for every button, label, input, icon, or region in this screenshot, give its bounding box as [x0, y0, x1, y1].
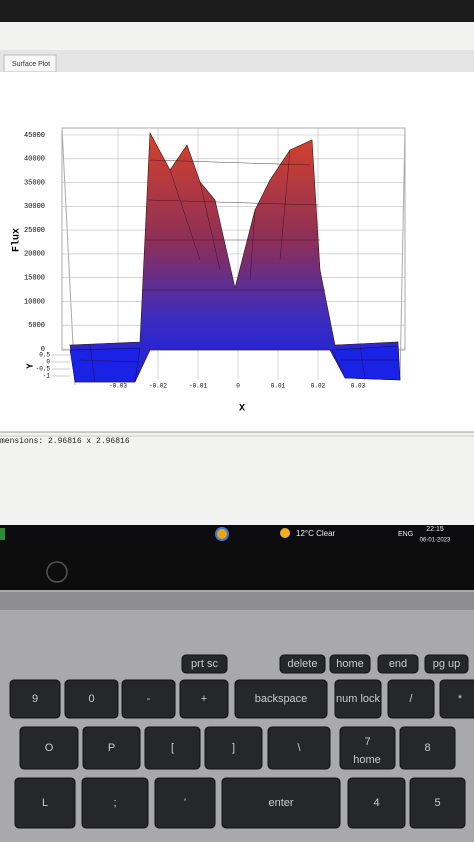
clock-date[interactable]: 06-01-2023 — [420, 538, 451, 544]
key[interactable] — [221, 777, 341, 829]
x-tick-label: 0 — [236, 383, 240, 390]
taskbar — [0, 525, 474, 545]
y-tick-label: 5000 — [28, 322, 45, 330]
key[interactable] — [204, 726, 263, 770]
key[interactable] — [267, 726, 331, 770]
key-label[interactable]: ; — [113, 797, 116, 809]
key-label[interactable]: backspace — [255, 693, 308, 705]
y-tick-label: 10000 — [24, 298, 45, 306]
x-tick-label: -0.02 — [149, 383, 167, 390]
z-tick-label: 0.5 — [39, 352, 50, 359]
surface-flat — [69, 345, 401, 383]
key[interactable] — [64, 679, 119, 719]
z-tick-label: -0.5 — [36, 366, 51, 373]
key-label[interactable]: enter — [268, 797, 293, 809]
key[interactable] — [181, 654, 228, 674]
key-label[interactable]: num lock — [336, 693, 381, 705]
weather-text[interactable]: 12°C Clear — [296, 529, 336, 538]
key-label[interactable]: 7 — [364, 736, 370, 748]
key[interactable] — [154, 777, 216, 829]
key[interactable] — [234, 679, 328, 719]
key-label[interactable]: 5 — [434, 797, 440, 809]
key-label[interactable]: [ — [171, 742, 174, 754]
key[interactable] — [334, 679, 382, 719]
key-label[interactable]: home — [336, 658, 364, 670]
bezel — [0, 0, 474, 22]
key[interactable] — [439, 679, 474, 719]
key[interactable] — [9, 679, 61, 719]
key-label[interactable]: 8 — [424, 742, 430, 754]
x-axis-label: X — [239, 404, 245, 415]
surface-plot: 0 5000 10000 15000 20000 25000 30000 35000 40000… — [24, 127, 406, 390]
key-label[interactable]: / — [409, 693, 413, 705]
key-label[interactable]: pg up — [433, 658, 461, 670]
x-tick-label: 0.03 — [351, 383, 366, 390]
y-tick-label: 20000 — [24, 251, 45, 259]
key[interactable] — [339, 726, 396, 770]
y-tick-label: 30000 — [24, 203, 45, 211]
key[interactable] — [179, 679, 229, 719]
y-tick-label: 40000 — [24, 156, 45, 164]
y-axis-label: Flux — [11, 228, 23, 252]
key[interactable] — [81, 777, 149, 829]
key[interactable] — [14, 777, 76, 829]
logo — [46, 561, 68, 583]
z-axis-label: Y — [25, 363, 35, 369]
tab-bar — [0, 50, 474, 72]
y-tick-label: 25000 — [24, 227, 45, 235]
language[interactable]: ENG — [398, 531, 413, 538]
key-label[interactable]: O — [45, 742, 54, 754]
keyboard: prt sc delete home end pg up 9 0 - + backspace num… — [9, 654, 474, 829]
key[interactable] — [387, 679, 435, 719]
key[interactable] — [19, 726, 79, 770]
y-tick-label: 15000 — [24, 275, 45, 283]
key-label[interactable]: end — [389, 658, 407, 670]
key[interactable] — [82, 726, 141, 770]
key[interactable] — [329, 654, 371, 674]
weather-icon[interactable] — [280, 528, 290, 538]
key-label[interactable]: P — [108, 742, 115, 754]
key-label[interactable]: ] — [232, 742, 235, 754]
x-tick-label: -0.03 — [109, 383, 127, 390]
x-tick-label: -0.01 — [189, 383, 207, 390]
key[interactable] — [121, 679, 176, 719]
key[interactable] — [424, 654, 469, 674]
mesh-lines — [79, 149, 398, 383]
key[interactable] — [144, 726, 201, 770]
status-text: mensions: 2.96816 x 2.96816 — [0, 437, 130, 446]
key[interactable] — [377, 654, 419, 674]
key[interactable] — [347, 777, 406, 829]
browser-icon[interactable] — [215, 527, 229, 541]
key-label[interactable]: * — [458, 693, 463, 705]
y-tick-label: 45000 — [24, 132, 45, 140]
key-label[interactable]: 0 — [88, 693, 94, 705]
x-tick-label: 0.01 — [271, 383, 286, 390]
axis-edge — [61, 127, 76, 386]
key-label[interactable]: L — [42, 797, 48, 809]
z-tick-label: 0 — [46, 359, 50, 366]
y-tick-label: 35000 — [24, 179, 45, 187]
surface — [69, 131, 401, 383]
key-label[interactable]: prt sc — [191, 658, 218, 670]
app-icon[interactable] — [0, 528, 5, 540]
key-label[interactable]: home — [353, 754, 381, 766]
key-label[interactable]: \ — [297, 742, 301, 754]
bezel-bottom — [0, 545, 474, 590]
key-label[interactable]: 4 — [373, 797, 379, 809]
key[interactable] — [399, 726, 456, 770]
x-tick-label: 0.02 — [311, 383, 326, 390]
key-label[interactable]: 9 — [32, 693, 38, 705]
tab-label[interactable]: Surface Plot — [12, 61, 50, 68]
hinge — [0, 592, 474, 610]
y-tick-label: 0 — [41, 346, 45, 354]
key-label[interactable]: delete — [288, 658, 318, 670]
key-label[interactable]: + — [201, 693, 207, 705]
key-label[interactable]: ' — [184, 797, 186, 809]
key[interactable] — [409, 777, 466, 829]
clock-time[interactable]: 22:15 — [426, 526, 444, 533]
key[interactable] — [279, 654, 326, 674]
key-label[interactable]: - — [147, 693, 151, 705]
z-tick-label: -1 — [43, 373, 51, 380]
